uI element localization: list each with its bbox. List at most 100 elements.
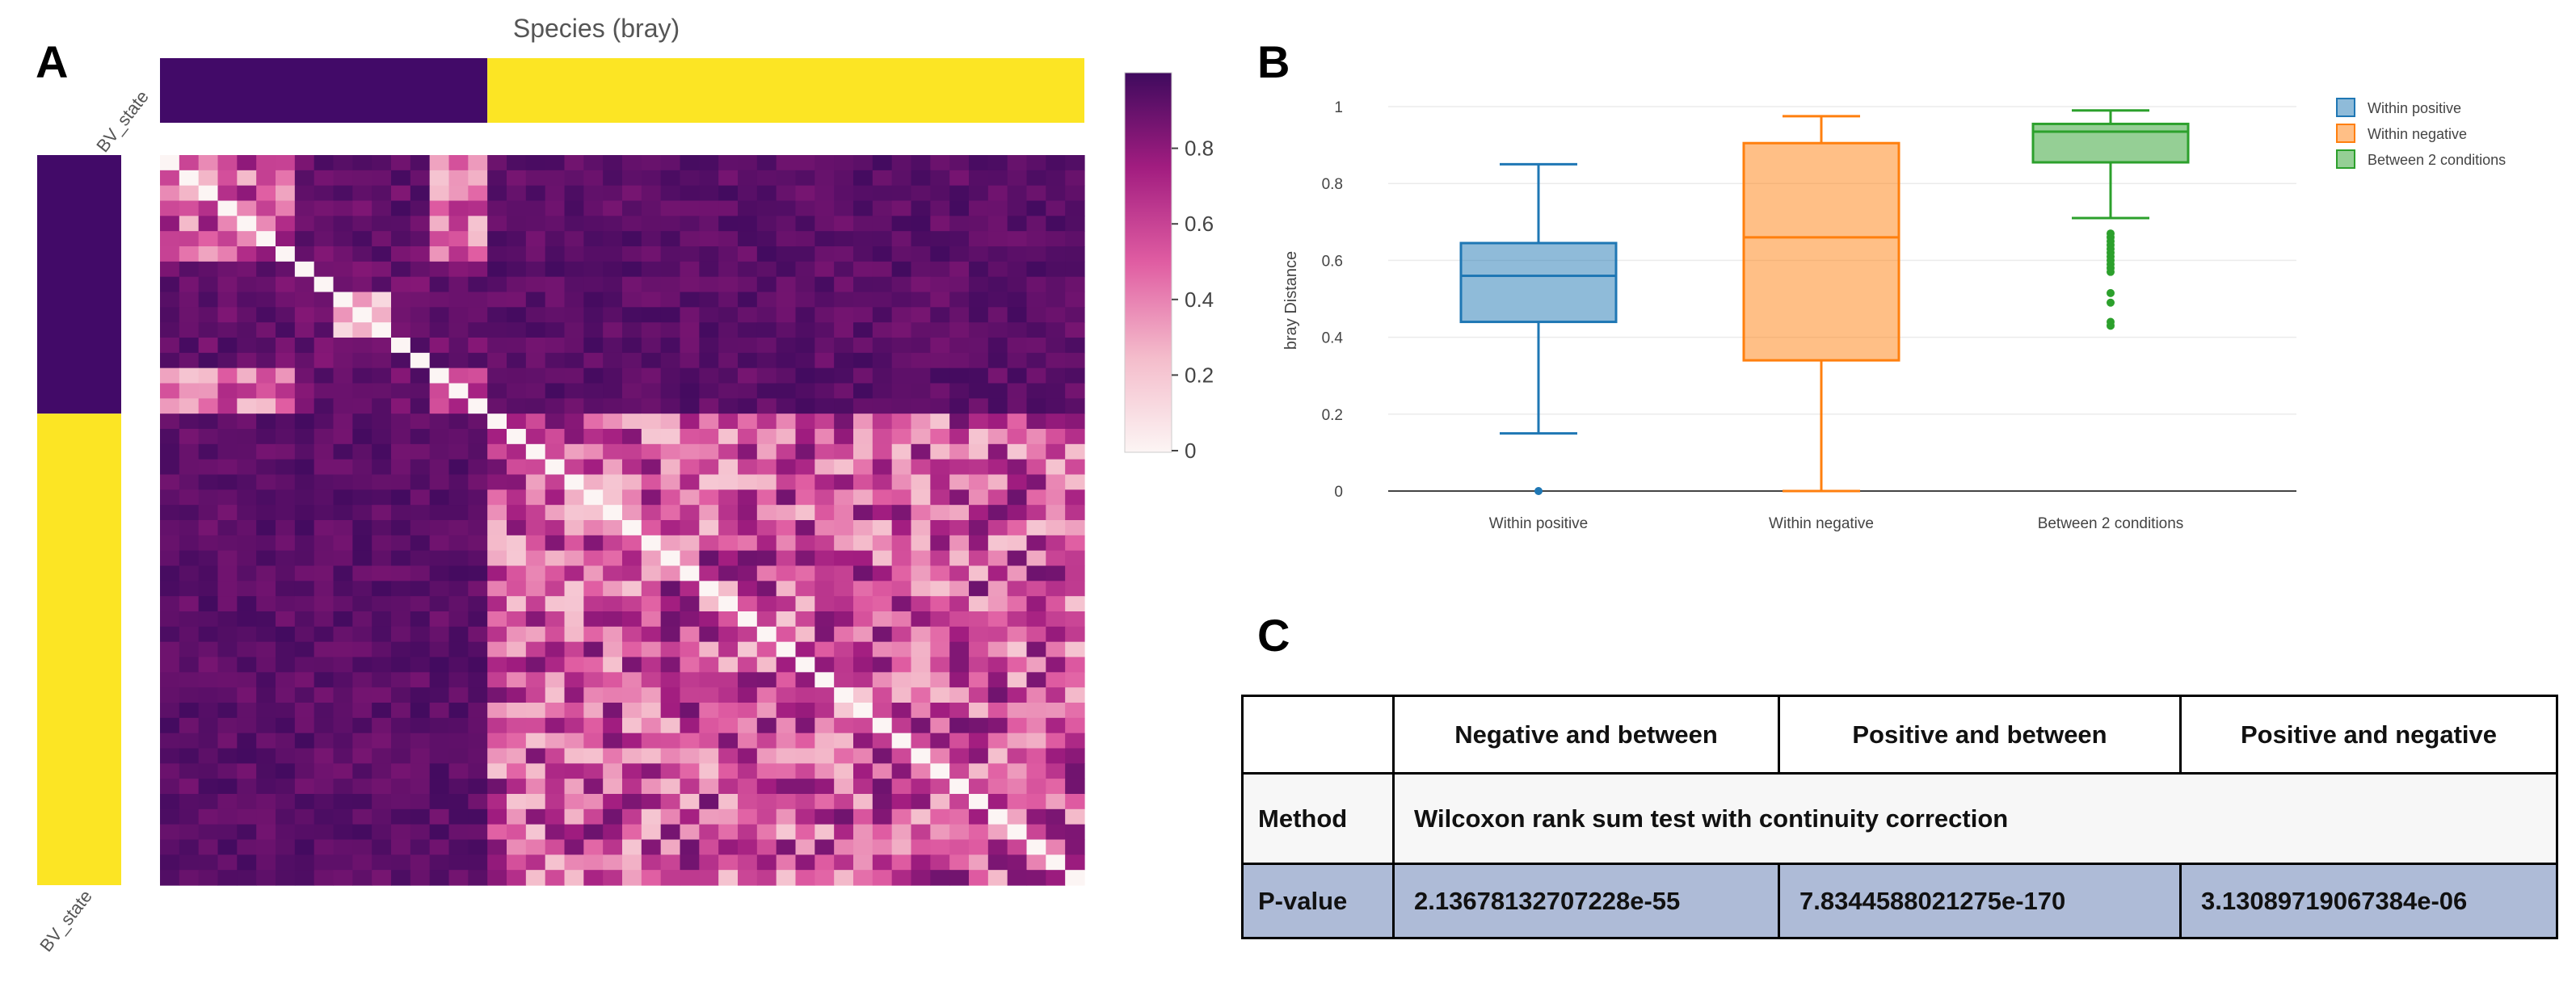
heatmap-cell [641, 641, 662, 658]
heatmap-cell [641, 276, 662, 293]
heatmap-cell [410, 565, 431, 581]
heatmap-cell [622, 854, 642, 871]
heatmap-cell [814, 733, 835, 749]
heatmap-cell [448, 489, 469, 506]
heatmap-cell [603, 292, 623, 308]
heatmap-cell [641, 261, 662, 278]
heatmap-cell [525, 672, 546, 688]
heatmap-cell [237, 322, 257, 338]
heatmap-cell [237, 414, 257, 430]
heatmap-cell [507, 338, 527, 354]
heatmap-cell [776, 459, 797, 476]
heatmap-cell [1026, 550, 1046, 567]
heatmap-cell [718, 414, 739, 430]
heatmap-cell [660, 870, 681, 886]
heatmap-cell [391, 459, 411, 476]
heatmap-cell [583, 581, 604, 597]
heatmap-cell [525, 854, 546, 871]
heatmap-cell [814, 854, 835, 871]
heatmap-cell [198, 443, 219, 460]
heatmap-cell [583, 748, 604, 764]
heatmap-cell [160, 611, 180, 628]
heatmap-cell [853, 839, 873, 855]
heatmap-cell [410, 717, 431, 734]
heatmap-cell [660, 763, 681, 779]
heatmap-cell [776, 383, 797, 399]
heatmap-cell [564, 839, 584, 855]
heatmap-cell [525, 626, 546, 643]
heatmap-cell [872, 550, 893, 567]
heatmap-cell [391, 824, 411, 841]
heatmap-cell [352, 429, 373, 445]
heatmap-cell [660, 611, 681, 628]
heatmap-cell [718, 231, 739, 247]
heatmap-cell [930, 824, 950, 841]
heatmap-cell [1065, 459, 1085, 476]
heatmap-cell [738, 581, 758, 597]
heatmap-cell [738, 352, 758, 369]
heatmap-cell [987, 216, 1008, 232]
heatmap-cell [756, 550, 777, 567]
heatmap-cell [949, 733, 970, 749]
heatmap-cell [314, 794, 335, 810]
heatmap-cell [660, 748, 681, 764]
heatmap-cell [930, 338, 950, 354]
heatmap-cell [987, 261, 1008, 278]
heatmap-cell [429, 459, 450, 476]
heatmap-cell [256, 672, 276, 688]
heatmap-cell [583, 657, 604, 673]
heatmap-cell [429, 824, 450, 841]
heatmap-cell [718, 307, 739, 323]
heatmap-cell [352, 443, 373, 460]
heatmap-cell [314, 429, 335, 445]
heatmap-cell [410, 292, 431, 308]
heatmap-cell [583, 383, 604, 399]
heatmap-cell [603, 535, 623, 552]
heatmap-cell [564, 672, 584, 688]
heatmap-cell [738, 794, 758, 810]
heatmap-cell [949, 794, 970, 810]
heatmap-cell [1046, 292, 1066, 308]
heatmap-cell [448, 687, 469, 703]
heatmap-cell [545, 824, 566, 841]
heatmap-cell [352, 733, 373, 749]
heatmap-cell [776, 657, 797, 673]
heatmap-cell [256, 626, 276, 643]
heatmap-cell [969, 779, 989, 795]
heatmap-cell [949, 185, 970, 202]
heatmap-cell [276, 338, 296, 354]
heatmap-cell [276, 581, 296, 597]
heatmap-cell [949, 839, 970, 855]
heatmap-cell [198, 338, 219, 354]
heatmap-cell [891, 520, 912, 536]
heatmap-cell [641, 596, 662, 612]
heatmap-cell [410, 687, 431, 703]
heatmap-cell [545, 429, 566, 445]
heatmap-cell [680, 824, 700, 841]
heatmap-cell [969, 854, 989, 871]
heatmap-cell [776, 489, 797, 506]
heatmap-cell [930, 687, 950, 703]
heatmap-cell [583, 717, 604, 734]
heatmap-cell [641, 779, 662, 795]
heatmap-cell [699, 535, 719, 552]
heatmap-cell [525, 231, 546, 247]
heatmap-cell [699, 429, 719, 445]
boxplot-marks [1459, 109, 2190, 495]
y-tick-label: 0.2 [1322, 407, 1343, 424]
heatmap-cell [487, 459, 507, 476]
heatmap-cell [603, 565, 623, 581]
heatmap-cell [1026, 596, 1046, 612]
heatmap-cell [660, 505, 681, 521]
heatmap-cell [756, 338, 777, 354]
heatmap-cell [641, 839, 662, 855]
heatmap-cell [949, 626, 970, 643]
heatmap-cell [891, 307, 912, 323]
heatmap-cell [448, 352, 469, 369]
heatmap-cell [391, 535, 411, 552]
heatmap-cell [872, 505, 893, 521]
heatmap-cell [872, 596, 893, 612]
heatmap-cell [718, 641, 739, 658]
heatmap-cell [160, 763, 180, 779]
heatmap-cell [699, 854, 719, 871]
